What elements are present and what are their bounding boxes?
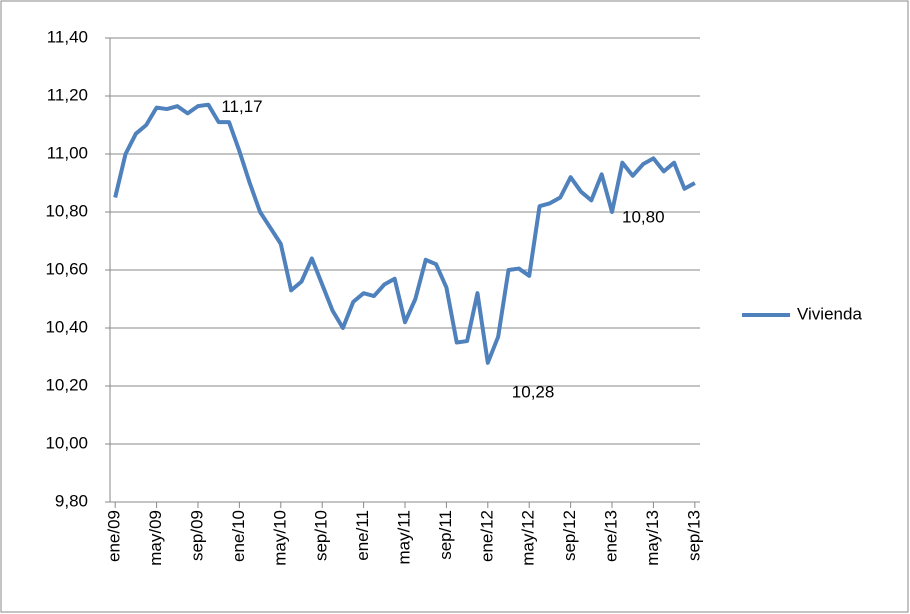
- x-tick-label: may/13: [643, 510, 662, 566]
- y-tick-label: 11,20: [47, 85, 88, 104]
- y-tick-label: 10,80: [45, 201, 88, 220]
- x-tick-label: sep/11: [436, 510, 455, 560]
- x-tick-label: ene/09: [105, 510, 124, 562]
- y-tick-label: 9,80: [55, 491, 88, 510]
- x-tick-label: sep/09: [187, 510, 206, 561]
- y-tick-label: 11,00: [47, 143, 88, 162]
- x-tick-label: ene/10: [229, 510, 248, 562]
- series-line: [113, 102, 696, 365]
- y-tick-label: 11,40: [47, 27, 88, 46]
- y-tick-label: 10,20: [45, 375, 88, 394]
- y-tick-label: 10,40: [45, 317, 88, 336]
- x-tick-label: sep/13: [684, 510, 703, 561]
- data-label: 10,28: [512, 382, 555, 401]
- data-label: 11,17: [221, 97, 262, 116]
- x-tick-label: sep/10: [312, 510, 331, 561]
- x-tick-label: ene/13: [602, 510, 621, 562]
- y-tick-label: 10,60: [45, 259, 88, 278]
- x-tick-label: sep/12: [560, 510, 579, 561]
- x-tick-label: may/11: [394, 510, 413, 565]
- x-tick-label: may/10: [270, 510, 289, 566]
- legend-label: Vivienda: [797, 304, 862, 323]
- x-tick-label: ene/12: [477, 510, 496, 562]
- data-label: 10,80: [622, 207, 665, 226]
- x-tick-label: ene/11: [353, 510, 372, 561]
- y-tick-label: 10,00: [45, 433, 88, 452]
- x-tick-label: may/09: [146, 510, 165, 566]
- x-tick-label: may/12: [519, 510, 538, 566]
